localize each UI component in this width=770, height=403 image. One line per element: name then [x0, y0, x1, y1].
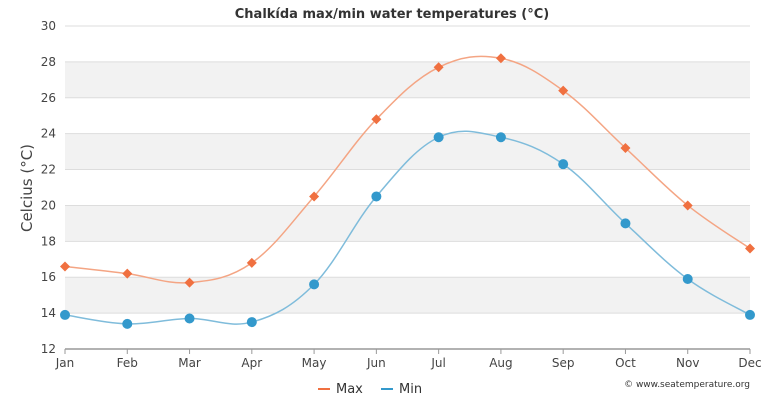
x-tick-label: Feb [117, 356, 138, 370]
y-tick-label: 28 [41, 55, 56, 69]
grid-bands [65, 26, 750, 349]
y-tick-label: 22 [41, 163, 56, 177]
series-min [60, 130, 755, 329]
data-point-max-feb[interactable] [122, 268, 133, 279]
credit-text: © www.seatemperature.org [624, 380, 750, 390]
grid-band [65, 169, 750, 206]
data-point-max-dec[interactable] [745, 243, 755, 254]
data-point-min-sep[interactable] [558, 159, 569, 170]
y-tick-label: 12 [41, 342, 56, 356]
data-point-max-jun[interactable] [371, 114, 382, 125]
data-point-max-may[interactable] [309, 191, 320, 202]
data-point-max-jul[interactable] [433, 62, 444, 73]
y-tick-label: 14 [41, 306, 56, 320]
x-tick-label: Sep [552, 356, 575, 370]
y-axis-label: Celcius (°C) [18, 144, 36, 232]
series-max [60, 53, 755, 288]
x-tick-label: Mar [178, 356, 201, 370]
legend-label-min: Min [399, 382, 422, 397]
y-tick-label: 20 [41, 198, 56, 212]
legend-item-min[interactable]: Min [381, 382, 422, 397]
x-tick-label: Dec [738, 356, 761, 370]
y-tick-label: 18 [41, 234, 56, 248]
x-tick-label: Apr [241, 356, 262, 370]
legend-item-max[interactable]: Max [318, 382, 363, 397]
grid-band [65, 241, 750, 278]
data-point-max-mar[interactable] [184, 277, 195, 288]
data-point-min-jan[interactable] [60, 309, 70, 320]
data-point-min-jun[interactable] [371, 191, 382, 202]
x-tick-label: Jan [55, 356, 75, 370]
grid-band [65, 26, 750, 62]
data-point-min-jul[interactable] [433, 132, 444, 143]
x-tick-label: Aug [489, 356, 512, 370]
data-point-max-apr[interactable] [246, 257, 257, 268]
data-point-min-nov[interactable] [682, 274, 693, 285]
y-tick-label: 26 [41, 91, 56, 105]
y-tick-label: 24 [41, 127, 56, 141]
grid-band [65, 205, 750, 242]
x-tick-label: Jul [430, 356, 445, 370]
x-tick-label: Oct [615, 356, 636, 370]
data-point-min-oct[interactable] [620, 218, 631, 229]
grid-band [65, 313, 750, 349]
data-point-max-aug[interactable] [495, 53, 506, 64]
chart-title: Chalkída max/min water temperatures (°C) [235, 7, 549, 22]
grid-band [65, 97, 750, 134]
x-tick-label: Nov [676, 356, 699, 370]
y-axis-ticks: 12 14 16 18 20 22 24 26 28 30 [41, 19, 56, 356]
data-point-max-sep[interactable] [558, 85, 569, 96]
y-tick-label: 16 [41, 270, 56, 284]
x-axis-ticks: Jan Feb Mar Apr May Jun Jul Aug Sep Oct Nov Dec [55, 349, 762, 370]
gridlines [65, 25, 750, 350]
data-point-min-aug[interactable] [495, 132, 506, 143]
legend[interactable]: Max Min [318, 382, 422, 397]
grid-band [65, 277, 750, 314]
data-point-max-jan[interactable] [60, 261, 70, 272]
data-point-max-oct[interactable] [620, 143, 631, 154]
x-tick-label: May [302, 356, 327, 370]
grid-band [65, 133, 750, 170]
data-point-max-nov[interactable] [682, 200, 693, 211]
grid-band [65, 61, 750, 98]
series-group [60, 53, 755, 329]
data-point-min-apr[interactable] [246, 317, 257, 328]
data-point-min-may[interactable] [309, 279, 320, 290]
data-point-min-dec[interactable] [745, 309, 755, 320]
legend-label-max: Max [336, 382, 363, 397]
y-tick-label: 30 [41, 19, 56, 33]
data-point-min-feb[interactable] [122, 318, 133, 329]
x-tick-label: Jun [366, 356, 386, 370]
data-point-min-mar[interactable] [184, 313, 195, 324]
